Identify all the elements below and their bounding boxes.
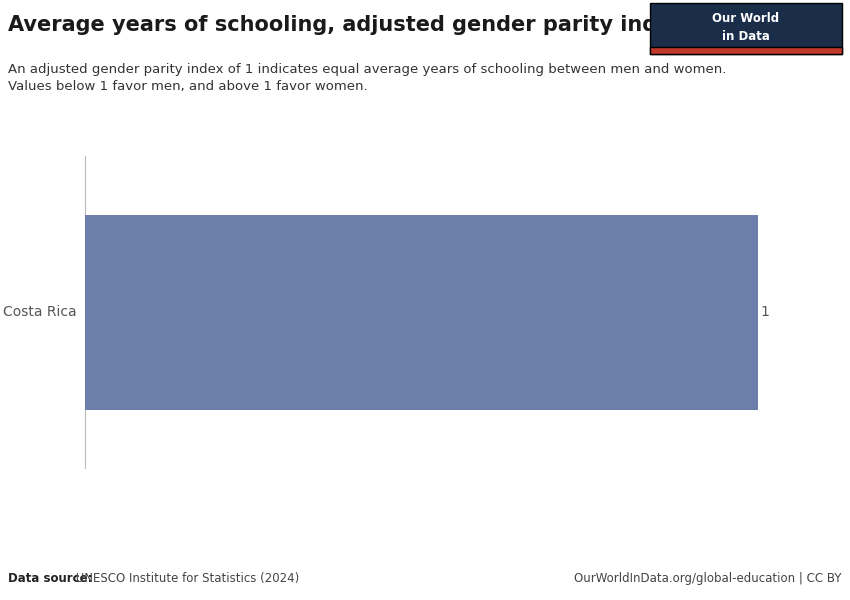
Text: An adjusted gender parity index of 1 indicates equal average years of schooling : An adjusted gender parity index of 1 ind… (8, 63, 727, 93)
Text: UNESCO Institute for Statistics (2024): UNESCO Institute for Statistics (2024) (72, 572, 299, 585)
Text: OurWorldInData.org/global-education | CC BY: OurWorldInData.org/global-education | CC… (574, 572, 842, 585)
Text: 1: 1 (761, 305, 769, 319)
Text: Costa Rica: Costa Rica (3, 305, 76, 319)
Text: in Data: in Data (722, 29, 770, 43)
Bar (85, 214, 758, 409)
Text: Data source:: Data source: (8, 572, 93, 585)
Text: Average years of schooling, adjusted gender parity index, 2020: Average years of schooling, adjusted gen… (8, 15, 758, 35)
Text: Our World: Our World (712, 12, 779, 25)
